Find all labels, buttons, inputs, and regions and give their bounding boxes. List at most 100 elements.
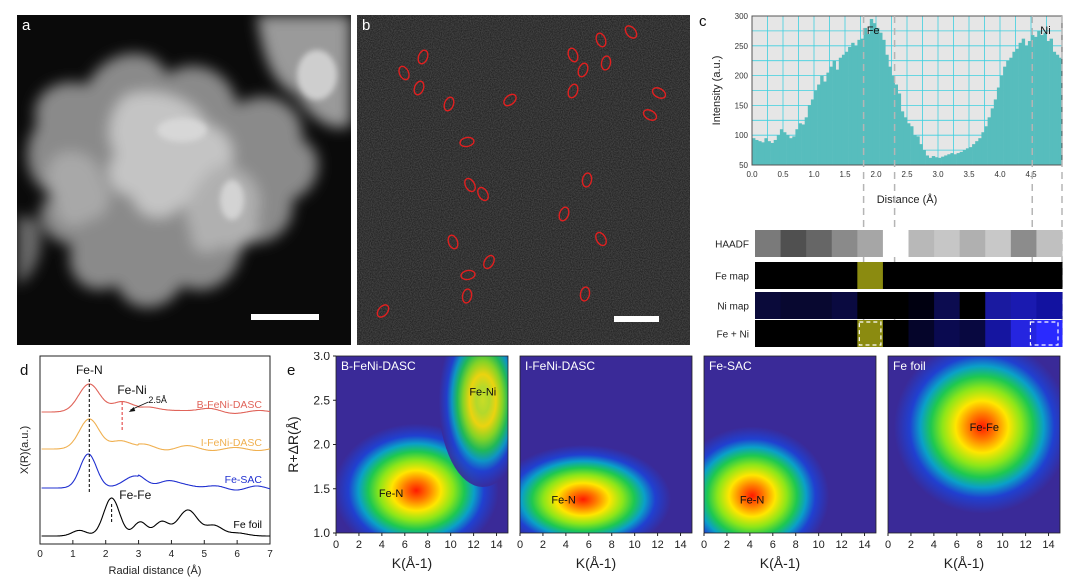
eds-segment bbox=[755, 292, 782, 319]
eds-segment bbox=[908, 262, 935, 289]
profile-bar bbox=[1049, 38, 1053, 165]
eds-segment bbox=[934, 320, 961, 347]
profile-bar bbox=[792, 136, 796, 165]
eds-segment bbox=[780, 292, 807, 319]
profile-bar bbox=[959, 151, 964, 165]
eds-segment bbox=[934, 230, 961, 257]
profile-bar bbox=[1037, 30, 1041, 166]
wt-peak bbox=[520, 444, 672, 533]
x-tick-label: 8 bbox=[793, 539, 799, 551]
x-tick-label: 1.0 bbox=[808, 170, 820, 179]
peak-label: Fe-N bbox=[740, 494, 765, 506]
eds-highlight-fe bbox=[858, 321, 882, 346]
map-frame bbox=[887, 355, 1061, 534]
x-tick-label: 4.5 bbox=[1025, 170, 1037, 179]
profile-bar bbox=[1052, 51, 1057, 166]
profile-bar bbox=[866, 33, 871, 165]
y-tick-label: 250 bbox=[735, 42, 749, 51]
eds-segment bbox=[831, 320, 858, 347]
profile-bar bbox=[783, 132, 787, 165]
profile-bar bbox=[854, 45, 858, 165]
x-axis-label: K(Å-1) bbox=[944, 555, 984, 571]
eds-segment bbox=[1010, 292, 1037, 319]
panel-d-ft-exafs-chart: 0 1 2 3 4 5 6 7 Radial distance (Å) X(R)(a.u.) B-F… bbox=[19, 355, 273, 577]
y-axis-label: R+ΔR(Å) bbox=[285, 416, 301, 472]
panel-e-wavelet-transform-maps: B-FeNi-DASC Fe-N Fe-Ni 0 2 4 6 8 10 12 14 K(Å-1) I-F… bbox=[285, 352, 1061, 571]
eds-row-label: Fe + Ni bbox=[716, 330, 749, 341]
eds-segment bbox=[857, 262, 884, 289]
series-label: B-FeNi-DASC bbox=[197, 399, 263, 411]
eds-segment bbox=[1010, 262, 1037, 289]
x-tick-label: 10 bbox=[813, 539, 825, 551]
profile-bar bbox=[934, 157, 939, 165]
y-tick-label: 2.5 bbox=[313, 393, 330, 407]
eds-segment bbox=[959, 320, 986, 347]
profile-bar bbox=[941, 156, 945, 165]
series-line bbox=[41, 383, 271, 414]
profile-bar bbox=[987, 117, 991, 165]
eds-segment bbox=[755, 230, 782, 257]
profile-bar bbox=[897, 93, 902, 165]
y-tick-label: 1.5 bbox=[313, 482, 330, 496]
profile-bar bbox=[1006, 60, 1010, 166]
profile-bar bbox=[786, 135, 790, 165]
profile-bar bbox=[876, 27, 880, 166]
eds-segment bbox=[806, 292, 833, 319]
profile-bar bbox=[913, 135, 917, 165]
eds-segment bbox=[959, 230, 986, 257]
profile-bar bbox=[928, 157, 933, 165]
x-tick-label: 0 bbox=[333, 539, 339, 551]
eds-segment bbox=[882, 262, 909, 289]
profile-bar bbox=[826, 72, 830, 165]
profile-bar bbox=[882, 39, 886, 166]
profile-bar bbox=[770, 142, 774, 165]
eds-segment bbox=[959, 292, 986, 319]
eds-segment bbox=[959, 262, 986, 289]
eds-segment bbox=[806, 230, 833, 257]
profile-bar bbox=[1034, 36, 1038, 165]
profile-bar bbox=[857, 39, 861, 166]
annotation-fe-ni: Fe-Ni bbox=[117, 383, 146, 397]
profile-bar bbox=[1040, 35, 1044, 166]
x-axis-label: K(Å-1) bbox=[392, 555, 432, 571]
eds-segment bbox=[1036, 292, 1063, 319]
profile-bar bbox=[1046, 41, 1050, 165]
profile-bar bbox=[1015, 48, 1019, 165]
map-frame bbox=[519, 355, 693, 534]
map-frame bbox=[703, 355, 877, 534]
eds-segment bbox=[1036, 230, 1063, 257]
profile-bar bbox=[903, 117, 908, 165]
profile-bar bbox=[755, 139, 759, 165]
profile-bar bbox=[885, 54, 889, 165]
profile-bar bbox=[900, 111, 905, 165]
profile-bar bbox=[869, 18, 874, 166]
x-tick-label: 3.0 bbox=[932, 170, 944, 179]
scale-bar bbox=[251, 314, 319, 320]
profile-bar bbox=[910, 126, 914, 165]
eds-segment bbox=[831, 230, 858, 257]
eds-segment bbox=[882, 292, 909, 319]
panel-c-line-profile-chart: 50 100 150 200 250 300 0.0 0.5 1.0 1.5 2.0 2.5 3.0 3.… bbox=[711, 12, 1063, 347]
x-tick-label: 4 bbox=[747, 539, 753, 551]
profile-bar bbox=[919, 144, 923, 165]
x-tick-label: 6 bbox=[234, 549, 240, 560]
profile-bar bbox=[761, 142, 765, 165]
profile-bar bbox=[752, 138, 756, 165]
profile-bar bbox=[996, 87, 1001, 165]
profile-bar bbox=[814, 90, 818, 165]
wt-map bbox=[704, 356, 876, 533]
x-tick-label: 2.5 bbox=[901, 170, 913, 179]
wt-map bbox=[888, 356, 1060, 533]
profile-bar bbox=[990, 108, 995, 165]
series-line bbox=[41, 497, 270, 537]
profile-bar bbox=[944, 155, 948, 165]
eds-segment bbox=[857, 320, 884, 347]
x-tick-label: 10 bbox=[445, 539, 457, 551]
profile-bar bbox=[832, 60, 836, 166]
peak-label: Fe-N bbox=[379, 488, 404, 500]
eds-segment bbox=[908, 320, 935, 347]
eds-segment bbox=[882, 230, 909, 257]
x-tick-label: 14 bbox=[1042, 539, 1054, 551]
profile-bar bbox=[907, 123, 911, 165]
x-tick-label: 6 bbox=[770, 539, 776, 551]
